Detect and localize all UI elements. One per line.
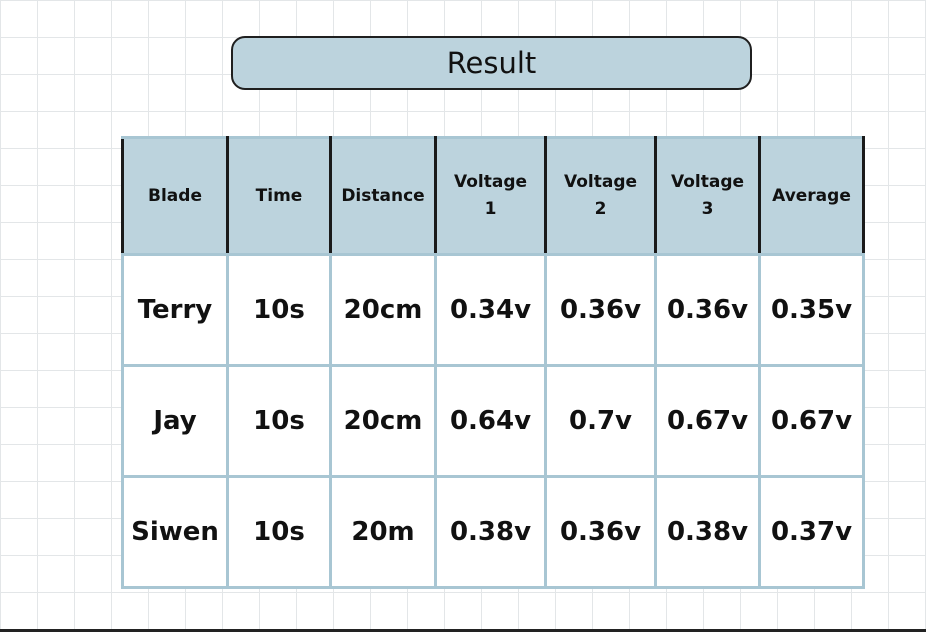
table-row: Jay 10s 20cm 0.64v 0.7v 0.67v 0.67v: [121, 364, 865, 478]
cell-voltage-1: 0.38v: [434, 475, 547, 589]
cell-average: 0.37v: [758, 475, 865, 589]
cell-voltage-1: 0.34v: [434, 253, 547, 367]
cell-voltage-3: 0.36v: [654, 253, 761, 367]
cell-time: 10s: [226, 364, 332, 478]
cell-distance: 20cm: [329, 253, 437, 367]
cell-average: 0.35v: [758, 253, 865, 367]
cell-voltage-3: 0.67v: [654, 364, 761, 478]
header-row: Blade Time Distance Voltage 1 Voltage 2 Vo…: [121, 136, 865, 256]
results-table: Blade Time Distance Voltage 1 Voltage 2 Vo…: [121, 136, 865, 589]
table-row: Siwen 10s 20m 0.38v 0.36v 0.38v 0.37v: [121, 475, 865, 589]
header-distance: Distance: [329, 136, 437, 256]
header-voltage-1: Voltage 1: [434, 136, 547, 256]
header-average: Average: [758, 136, 865, 256]
cell-voltage-1: 0.64v: [434, 364, 547, 478]
cell-blade: Jay: [121, 364, 229, 478]
header-blade: Blade: [121, 136, 229, 256]
header-voltage-3: Voltage 3: [654, 136, 761, 256]
cell-time: 10s: [226, 475, 332, 589]
cell-voltage-3: 0.38v: [654, 475, 761, 589]
cell-voltage-2: 0.36v: [544, 253, 657, 367]
result-title: Result: [231, 36, 752, 90]
cell-distance: 20cm: [329, 364, 437, 478]
cell-blade: Siwen: [121, 475, 229, 589]
cell-voltage-2: 0.36v: [544, 475, 657, 589]
table-row: Terry 10s 20cm 0.34v 0.36v 0.36v 0.35v: [121, 253, 865, 367]
cell-average: 0.67v: [758, 364, 865, 478]
header-time: Time: [226, 136, 332, 256]
cell-distance: 20m: [329, 475, 437, 589]
cell-blade: Terry: [121, 253, 229, 367]
cell-voltage-2: 0.7v: [544, 364, 657, 478]
header-voltage-2: Voltage 2: [544, 136, 657, 256]
cell-time: 10s: [226, 253, 332, 367]
bottom-divider: [0, 629, 926, 632]
